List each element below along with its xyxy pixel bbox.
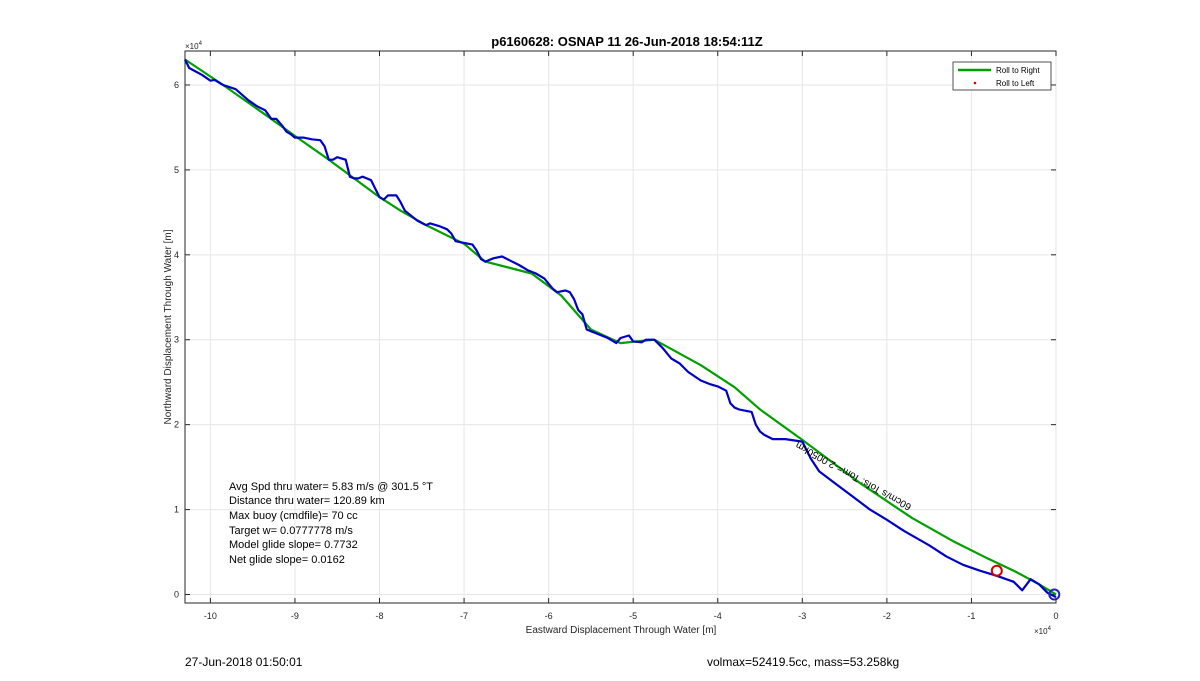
info-line-net-glide: Net glide slope= 0.0162 [229,554,345,566]
series-layer [184,58,1057,599]
x-tick-label: -5 [629,611,637,621]
info-line-distance: Distance thru water= 120.89 km [229,495,385,507]
chart-title: p6160628: OSNAP 11 26-Jun-2018 18:54:11Z [491,34,763,49]
svg-text:×104: ×104 [1034,626,1052,636]
legend-label-roll-left: Roll to Left [996,79,1035,88]
info-line-avg-speed: Avg Spd thru water= 5.83 m/s @ 301.5 °T [229,481,433,493]
y-axis-exponent: ×104 [185,41,203,51]
info-line-max-buoy: Max buoy (cmdfile)= 70 cc [229,510,358,522]
x-tick-label: -1 [967,611,975,621]
y-multiplier: ×10 [185,42,199,51]
y-tick-label: 0 [174,590,179,600]
y-multiplier-exp: 4 [199,41,203,47]
y-tick-label: 1 [174,505,179,515]
y-tick-label: 6 [174,80,179,90]
marker-layer [990,564,1061,601]
end-point-marker [1048,588,1061,601]
legend: Roll to Right Roll to Left [952,61,1052,91]
grid-lines [185,51,1057,603]
y-tick-label: 3 [174,335,179,345]
info-line-target-w: Target w= 0.0777778 m/s [229,525,353,537]
x-axis-ticks: -10 -9 -8 -7 -6 -5 -4 -3 -2 -1 0 [204,51,1059,621]
x-axis-exponent: ×104 [1034,626,1052,636]
y-tick-label: 2 [174,420,179,430]
x-tick-label: -6 [545,611,553,621]
x-tick-label: -8 [375,611,383,621]
y-axis-ticks: 0 1 2 3 4 5 6 [174,80,1056,600]
x-tick-label: -3 [798,611,806,621]
x-multiplier-exp: 4 [1048,626,1052,632]
plot-area [184,50,1057,604]
footer-timestamp: 27-Jun-2018 01:50:01 [185,655,303,669]
series-roll-right-line [184,58,1057,596]
x-tick-label: -2 [883,611,891,621]
legend-swatch-roll-left [973,81,977,85]
info-line-model-glide: Model glide slope= 0.7732 [229,539,358,551]
footer-vehicle-info: volmax=52419.5cc, mass=53.258kg [707,655,900,669]
x-tick-label: -7 [460,611,468,621]
roll-left-marker [990,564,1003,577]
x-tick-label: -10 [204,611,217,621]
x-multiplier: ×10 [1034,627,1048,636]
x-tick-label: -4 [714,611,722,621]
y-tick-label: 4 [174,250,179,260]
info-box: Avg Spd thru water= 5.83 m/s @ 301.5 °T … [229,481,433,566]
legend-label-roll-right: Roll to Right [996,66,1040,75]
x-tick-label: 0 [1053,611,1058,621]
x-tick-label: -9 [291,611,299,621]
x-axis-label: Eastward Displacement Through Water [m] [526,625,717,636]
series-track-line [184,59,1057,599]
svg-text:×104: ×104 [185,41,203,51]
legend-box [952,61,1052,91]
y-axis-label: Northward Displacement Through Water [m] [163,229,174,424]
y-tick-label: 5 [174,165,179,175]
